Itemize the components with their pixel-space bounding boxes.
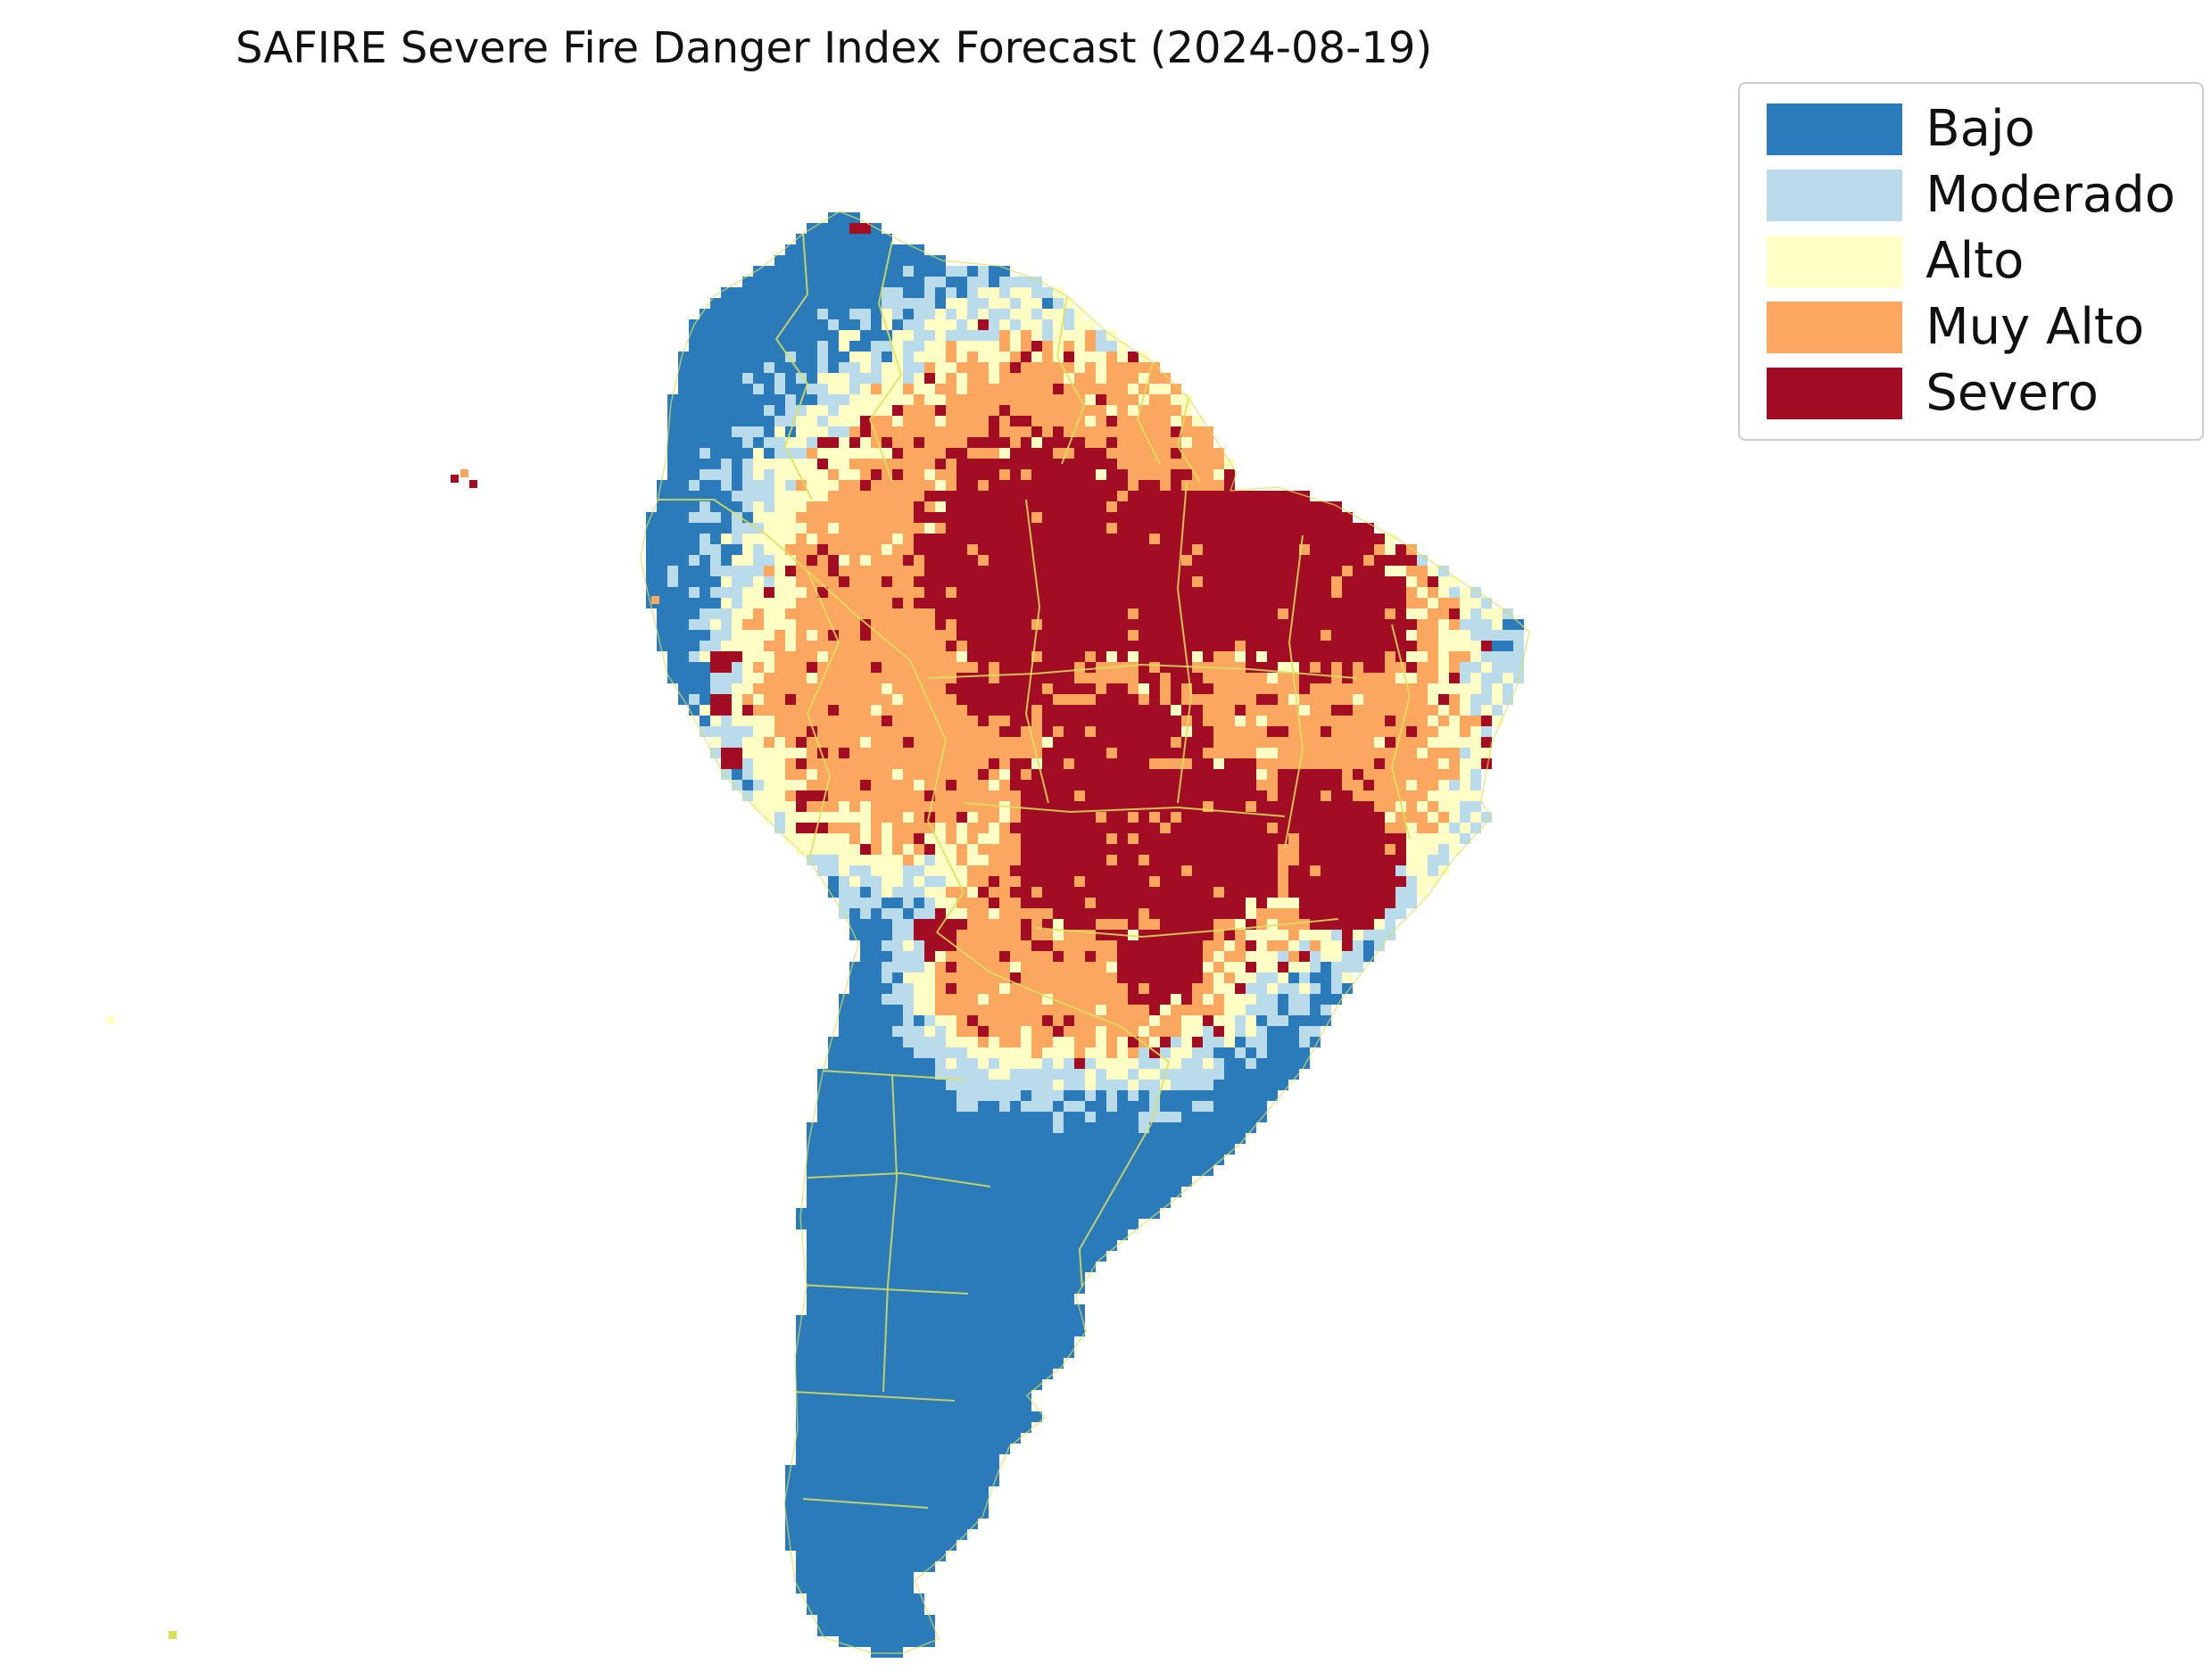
legend-swatch-bajo — [1767, 103, 1903, 155]
legend-item-severo: Severo — [1767, 368, 2175, 419]
legend-swatch-muy-alto — [1767, 302, 1903, 353]
danger-raster — [646, 212, 1524, 1658]
legend-label-moderado: Moderado — [1925, 166, 2175, 224]
legend-swatch-severo — [1767, 368, 1903, 419]
coastline — [640, 211, 1530, 1654]
legend-swatch-alto — [1767, 236, 1903, 287]
legend-label-muy-alto: Muy Alto — [1925, 298, 2145, 356]
legend-label-severo: Severo — [1925, 364, 2099, 422]
legend-label-bajo: Bajo — [1925, 100, 2035, 158]
admin-borders — [656, 232, 1428, 1509]
map-title: SAFIRE Severe Fire Danger Index Forecast… — [236, 23, 1433, 73]
legend-swatch-moderado — [1767, 170, 1903, 221]
legend-item-alto: Alto — [1767, 236, 2175, 287]
legend-box: Bajo Moderado Alto Muy Alto Severo — [1738, 82, 2204, 441]
island-specks — [107, 469, 659, 1639]
legend-item-muy-alto: Muy Alto — [1767, 302, 2175, 353]
legend-item-moderado: Moderado — [1767, 170, 2175, 221]
legend-label-alto: Alto — [1925, 232, 2025, 290]
legend-item-bajo: Bajo — [1767, 103, 2175, 155]
